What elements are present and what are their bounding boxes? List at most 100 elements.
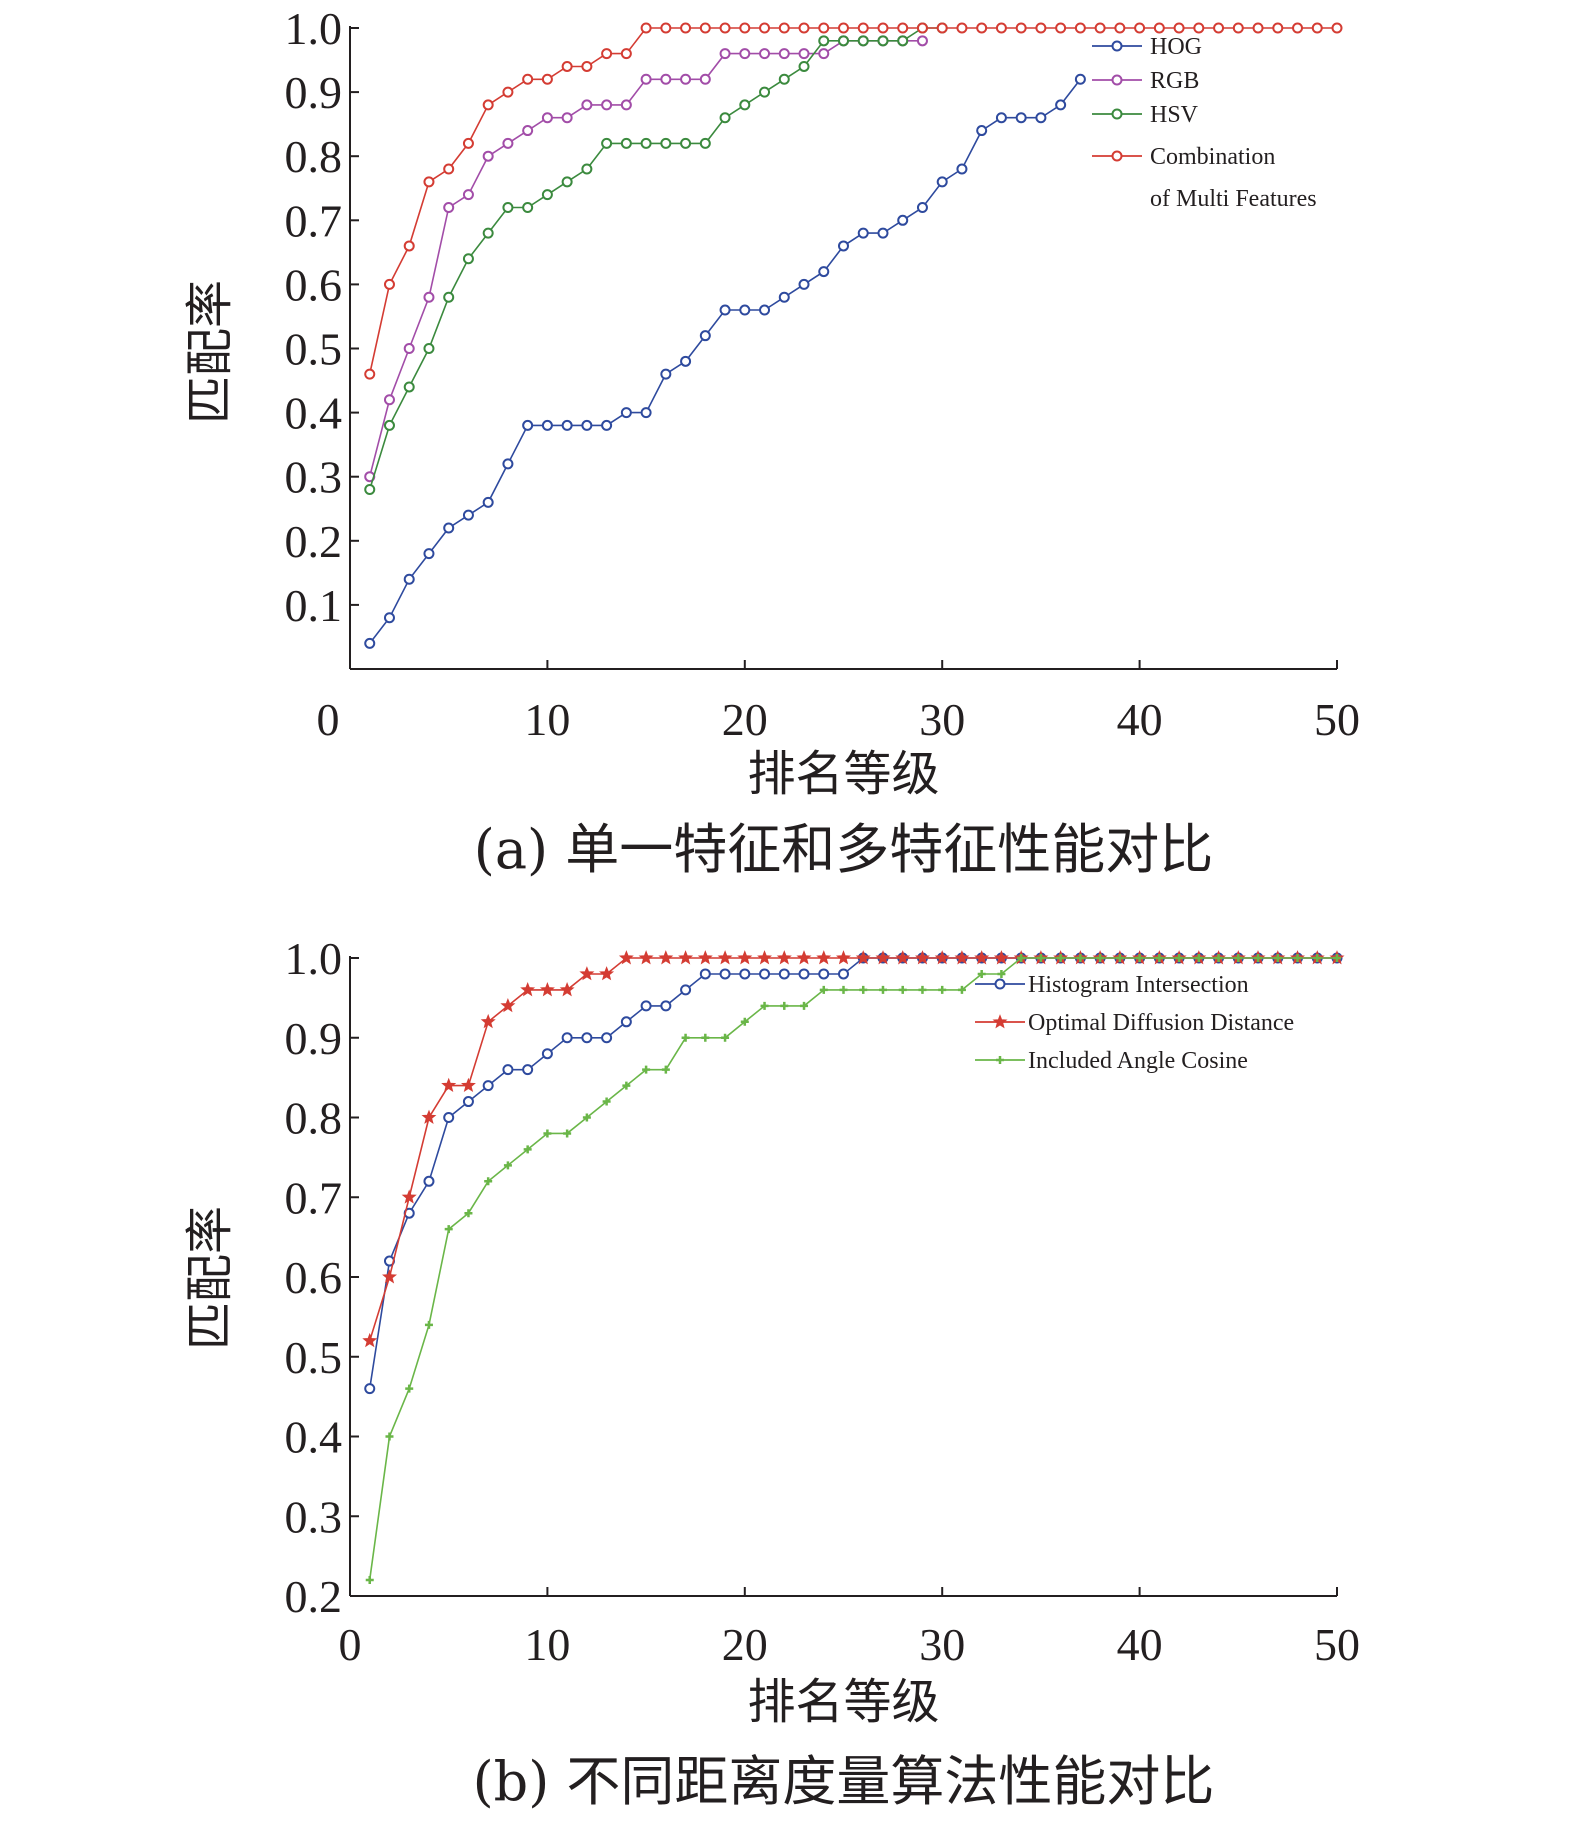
data-point	[601, 99, 613, 111]
data-point	[660, 22, 672, 34]
data-point	[760, 1001, 769, 1010]
data-point	[1056, 954, 1065, 962]
data-point	[660, 137, 672, 149]
data-point	[1272, 22, 1284, 34]
data-point	[757, 950, 772, 965]
data-point	[502, 458, 514, 470]
y-axis-title: 匹配率	[182, 1206, 238, 1350]
data-point	[796, 950, 812, 965]
data-point	[661, 1065, 670, 1074]
data-point	[444, 1225, 453, 1234]
data-point	[739, 48, 751, 60]
data-point	[957, 985, 966, 994]
data-point	[462, 137, 474, 149]
data-point	[859, 985, 868, 994]
data-point	[1193, 22, 1205, 34]
data-point	[441, 1077, 457, 1093]
data-point	[976, 125, 988, 137]
data-point	[916, 35, 928, 47]
data-point	[640, 22, 652, 34]
data-point	[522, 201, 534, 213]
data-point	[1055, 99, 1067, 111]
data-point	[895, 950, 911, 965]
data-point	[601, 137, 613, 149]
data-point	[798, 968, 810, 980]
data-point	[482, 496, 494, 508]
data-point	[503, 1161, 512, 1170]
data-point	[721, 1033, 730, 1042]
y-tick-label: 0.6	[285, 259, 343, 310]
data-point	[697, 950, 713, 965]
data-point	[739, 22, 751, 34]
data-point	[1175, 954, 1184, 962]
data-point	[541, 189, 553, 201]
data-point	[897, 22, 909, 34]
data-point	[1153, 22, 1165, 34]
data-point	[443, 291, 455, 303]
data-point	[539, 981, 555, 997]
data-point	[401, 1189, 417, 1204]
data-point	[1273, 954, 1282, 962]
data-point	[1036, 954, 1045, 962]
data-point	[1035, 22, 1047, 34]
data-point	[934, 950, 950, 965]
data-point	[976, 22, 988, 34]
data-point	[1135, 954, 1144, 962]
data-point	[581, 60, 593, 72]
data-point	[818, 22, 830, 34]
data-point	[1114, 22, 1126, 34]
data-point	[1134, 22, 1146, 34]
data-point	[680, 984, 692, 996]
data-point	[383, 394, 395, 406]
data-point	[522, 1064, 534, 1076]
data-point	[938, 985, 947, 994]
data-point	[936, 22, 948, 34]
data-point	[818, 266, 830, 278]
data-point	[974, 950, 990, 965]
legend-marker	[1111, 108, 1123, 120]
data-point	[800, 1001, 809, 1010]
data-point	[897, 35, 909, 47]
data-point	[482, 1080, 494, 1092]
x-tick-label: 20	[722, 1619, 768, 1670]
legend-label: Histogram Intersection	[1028, 972, 1249, 998]
x-axis-title: 排名等级	[747, 746, 939, 802]
data-point	[602, 1097, 611, 1106]
data-point	[1333, 954, 1341, 962]
data-point	[680, 137, 692, 149]
series-line	[368, 27, 943, 490]
data-point	[462, 189, 474, 201]
data-point	[680, 73, 692, 85]
data-point	[581, 163, 593, 175]
data-point	[855, 950, 871, 965]
y-axis-title: 匹配率	[182, 280, 238, 424]
y-tick-label: 0.8	[285, 1093, 343, 1144]
data-point	[421, 1109, 437, 1124]
legend-label: Optimal Diffusion Distance	[1028, 1010, 1294, 1036]
data-point	[541, 1048, 553, 1060]
data-point	[699, 330, 711, 342]
data-point	[403, 381, 415, 393]
data-point	[1015, 112, 1027, 124]
data-point	[642, 1065, 651, 1074]
data-point	[1015, 22, 1027, 34]
data-point	[382, 1269, 398, 1284]
data-point	[1074, 22, 1086, 34]
data-point	[1214, 954, 1223, 962]
data-point	[1194, 954, 1203, 962]
data-point	[383, 612, 395, 624]
data-point	[719, 48, 731, 60]
data-point	[522, 73, 534, 85]
x-tick-label: 40	[1117, 1619, 1163, 1670]
data-point	[699, 968, 711, 980]
data-point	[561, 176, 573, 188]
data-point	[816, 950, 832, 965]
data-point	[956, 163, 968, 175]
data-point	[362, 1332, 378, 1348]
data-point	[638, 950, 654, 965]
data-point	[1234, 954, 1243, 962]
data-point	[798, 22, 810, 34]
legend-label: Included Angle Cosine	[1028, 1048, 1248, 1074]
data-point	[640, 407, 652, 419]
